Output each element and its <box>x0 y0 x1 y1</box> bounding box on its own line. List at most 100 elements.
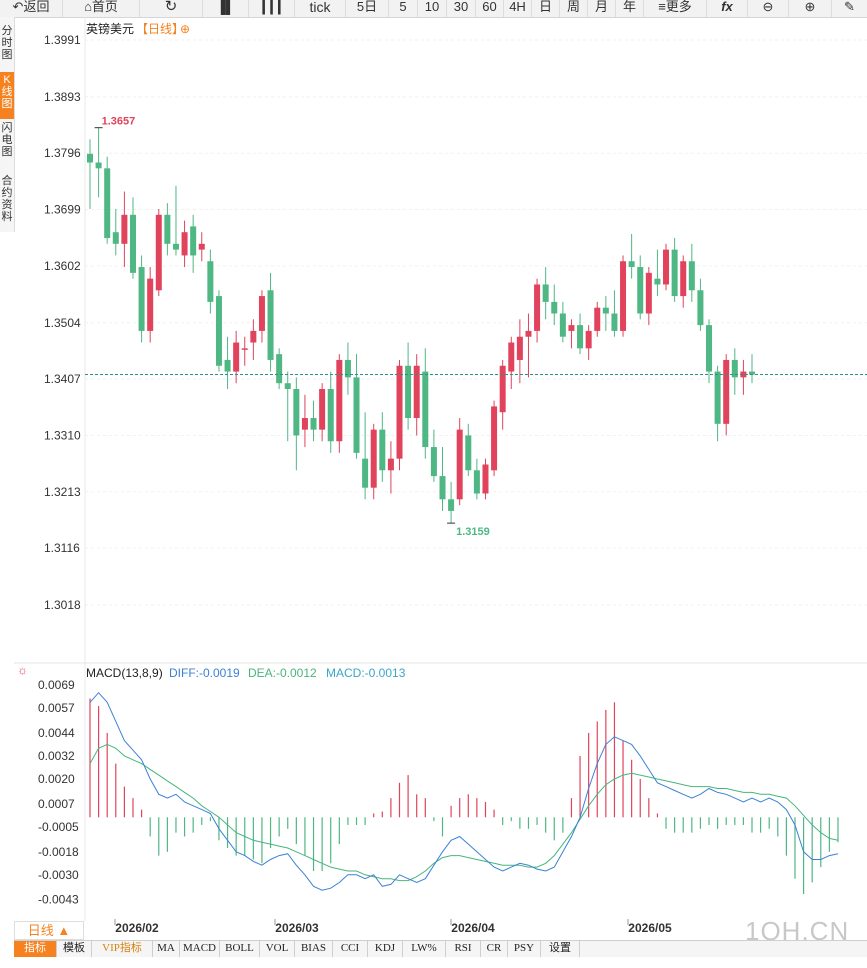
year-button[interactable]: 年 <box>616 0 644 17</box>
tab-lw[interactable]: LW% <box>403 941 446 957</box>
sidebar-item-flash[interactable]: 闪电图 <box>1 122 13 158</box>
price-tick-label: 1.3310 <box>44 428 81 442</box>
chart-type-button[interactable]: ▐▌ <box>203 0 249 17</box>
tab-cr[interactable]: CR <box>481 941 508 957</box>
m60-button[interactable]: 60 <box>476 0 504 17</box>
candle-body <box>525 330 532 337</box>
tab-indicator[interactable]: 指标 <box>14 941 57 957</box>
sidebar-item-kline[interactable]: K线图 <box>0 72 14 119</box>
candle-body <box>473 470 480 494</box>
add-circle-icon[interactable]: ⊕ <box>180 22 190 36</box>
tab-kdj[interactable]: KDJ <box>368 941 403 957</box>
week-button[interactable]: 周 <box>560 0 588 17</box>
candle-body <box>456 429 463 500</box>
zoom-out-button[interactable]: ⊖ <box>748 0 789 17</box>
x-axis-label: 2026/02 <box>115 921 159 935</box>
candle-body <box>577 325 584 349</box>
candle-body <box>284 383 291 389</box>
draw-tool-button[interactable]: ✎ <box>832 0 867 17</box>
tab-macd[interactable]: MACD <box>180 941 220 957</box>
candle-body <box>267 290 274 360</box>
menu-icon: ≡ <box>658 0 666 14</box>
price-tick-label: 1.3018 <box>44 598 81 612</box>
macd-tick-label: 0.0044 <box>38 726 75 740</box>
period-selector[interactable]: 日线 ▲ <box>14 921 84 940</box>
candle-body <box>207 261 214 302</box>
macd-macd-value: MACD:-0.0013 <box>326 666 406 680</box>
candle-body <box>585 330 592 349</box>
footer-strip <box>0 957 867 968</box>
candle-body <box>224 359 231 372</box>
tab-template[interactable]: 模板 <box>57 941 92 957</box>
candle-body <box>405 365 412 419</box>
candle-body <box>138 267 145 331</box>
candle-body <box>508 342 515 372</box>
sidebar-item-timeshare[interactable]: 分时图 <box>1 25 13 61</box>
candle-body <box>241 348 248 350</box>
zoom-out-icon: ⊖ <box>762 0 774 14</box>
tab-rsi[interactable]: RSI <box>446 941 481 957</box>
macd-tick-label: -0.0043 <box>38 893 79 907</box>
refresh-icon: ↻ <box>164 0 178 15</box>
candle-body <box>645 272 652 314</box>
candle-body <box>319 388 326 430</box>
back-button[interactable]: ↶返回 <box>0 0 63 17</box>
m10-button[interactable]: 10 <box>418 0 447 17</box>
candlestick-icon: ┃┃┃ <box>259 0 284 14</box>
macd-dea-value: DEA:-0.0012 <box>248 666 317 680</box>
five-day-button[interactable]: 5日 <box>346 0 389 17</box>
kline-chart[interactable]: 1.3991 1.3893 1.3796 1.3699 1.3602 1.3504 1.34… <box>0 17 867 938</box>
candle-body <box>172 243 179 250</box>
h4-button[interactable]: 4H <box>504 0 532 17</box>
day-button[interactable]: 日 <box>532 0 560 17</box>
month-button[interactable]: 月 <box>588 0 616 17</box>
candle-body <box>301 418 308 430</box>
period-tag: 【日线】 <box>136 22 184 36</box>
candle-body <box>362 458 369 488</box>
formula-button[interactable]: fx <box>707 0 748 17</box>
candle-body <box>534 284 541 331</box>
candle-body <box>379 429 386 471</box>
indicator-tabs: 指标 模板 VIP指标 MA MACD BOLL VOL BIAS CCI KD… <box>14 940 867 957</box>
zoom-in-icon: ⊕ <box>804 0 816 14</box>
home-button[interactable]: ⌂首页 <box>63 0 140 17</box>
candle-body <box>491 406 498 471</box>
candle-body <box>276 354 283 384</box>
candle-body <box>164 214 171 244</box>
settings-sun-icon[interactable]: ☼ <box>17 663 28 677</box>
tab-boll[interactable]: BOLL <box>220 941 260 957</box>
candle-body <box>233 342 240 372</box>
candle-body <box>413 365 420 419</box>
tab-bias[interactable]: BIAS <box>295 941 333 957</box>
candle-body <box>422 371 429 448</box>
candle-body <box>215 296 222 366</box>
tab-cci[interactable]: CCI <box>333 941 368 957</box>
tick-button[interactable]: tick <box>295 0 346 17</box>
candle-body <box>147 278 154 331</box>
tab-ma[interactable]: MA <box>153 941 180 957</box>
m5-button[interactable]: 5 <box>389 0 418 17</box>
refresh-button[interactable]: ↻ <box>140 0 203 17</box>
tab-vip-indicator[interactable]: VIP指标 <box>92 941 153 957</box>
more-button[interactable]: ≡更多 <box>644 0 707 17</box>
candle-body <box>129 214 136 273</box>
candle-body <box>594 307 601 331</box>
candlestick-button[interactable]: ┃┃┃ <box>249 0 295 17</box>
candle-body <box>250 330 257 343</box>
price-tick-label: 1.3796 <box>44 146 81 160</box>
candle-body <box>430 447 437 477</box>
candle-body <box>723 359 730 424</box>
candle-body <box>559 313 566 337</box>
candle-body <box>714 371 721 424</box>
macd-tick-label: 0.0069 <box>38 678 75 692</box>
low-price-label: 1.3159 <box>456 526 490 538</box>
sidebar-item-contract[interactable]: 合约资料 <box>1 175 13 223</box>
tab-psy[interactable]: PSY <box>508 941 541 957</box>
candle-body <box>697 290 704 326</box>
tab-settings[interactable]: 设置 <box>541 941 580 957</box>
zoom-in-button[interactable]: ⊕ <box>789 0 832 17</box>
candle-body <box>740 371 747 378</box>
tab-vol[interactable]: VOL <box>260 941 295 957</box>
m30-button[interactable]: 30 <box>447 0 476 17</box>
candle-body <box>198 243 205 250</box>
